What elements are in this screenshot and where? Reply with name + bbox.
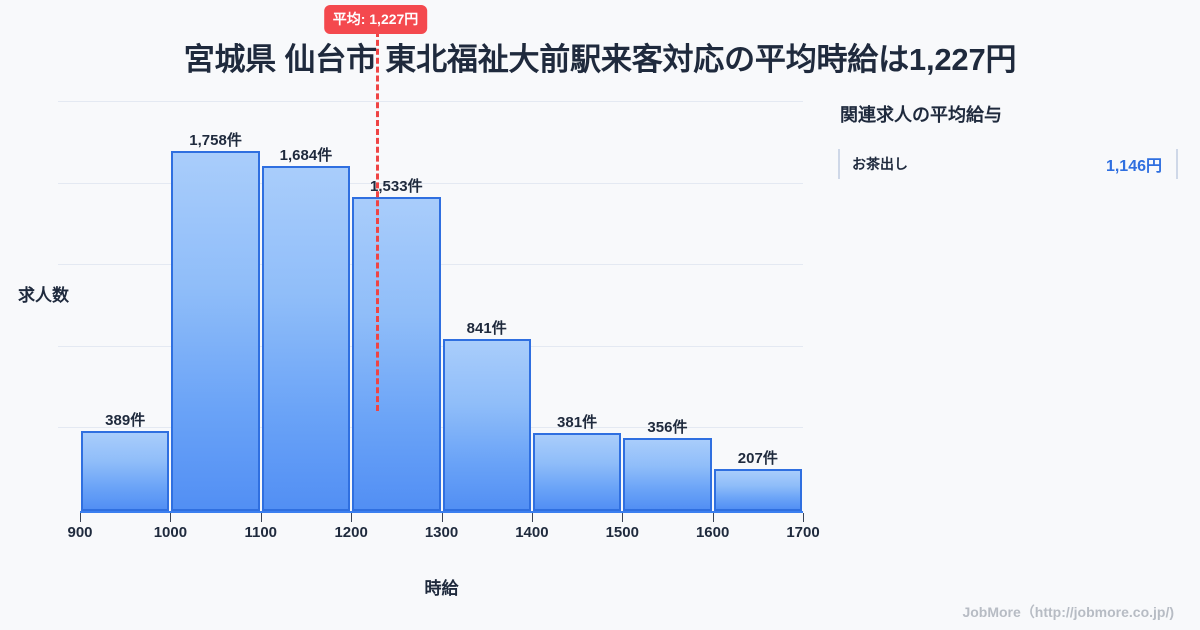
bar-value-label: 356件: [647, 419, 688, 437]
bar-value-label: 1,758件: [189, 131, 242, 149]
x-axis-tick-label: 1600: [695, 524, 730, 541]
bar: [623, 438, 712, 511]
bar: [261, 165, 351, 511]
x-axis-tick-label: 1000: [153, 524, 188, 541]
related-salary-list: お茶出し 1,146円: [838, 149, 1178, 179]
gridline-1: [58, 183, 803, 184]
x-axis-tick: [351, 513, 353, 522]
x-axis-tick-label: 1300: [424, 524, 459, 541]
x-axis-tick-label: 1200: [334, 524, 368, 541]
bar-value-label: 389件: [105, 412, 146, 430]
salary-row[interactable]: お茶出し 1,146円: [838, 149, 1178, 179]
x-axis-tick: [441, 513, 443, 522]
bar-value-label: 207件: [737, 449, 778, 467]
salary-row-name: お茶出し: [852, 156, 908, 172]
bar: [171, 150, 260, 511]
x-axis-tick: [260, 513, 262, 522]
x-axis-tick-label: 1700: [786, 524, 820, 541]
x-axis-tick-label: 1100: [244, 524, 278, 541]
x-axis-tick: [531, 513, 533, 522]
y-axis-title: 求人数: [18, 286, 69, 305]
x-axis-tick: [622, 513, 624, 522]
salary-row-value: 1,146円: [1105, 158, 1162, 175]
x-axis-title: 時給: [424, 579, 459, 598]
bar: [81, 431, 170, 511]
x-axis-tick: [170, 513, 172, 522]
gridline-0: [58, 101, 803, 102]
x-axis-tick: [80, 513, 81, 522]
bar-value-label: 1,684件: [279, 146, 333, 164]
x-axis-line: [80, 511, 803, 513]
related-salary-panel: 関連求人の平均給与 お茶出し 1,146円: [838, 101, 1178, 179]
x-axis-tick-label: 1400: [515, 524, 549, 541]
average-dashed-line: [375, 31, 379, 411]
average-badge: 平均: 1,227円: [323, 5, 428, 34]
x-axis-tick-label: 1500: [605, 524, 639, 541]
bar-value-label: 381件: [557, 413, 598, 431]
bar: [713, 468, 802, 511]
bars-layer: [80, 101, 803, 511]
related-salary-title: 関連求人の平均給与: [840, 105, 1002, 125]
x-axis-tick: [712, 513, 714, 522]
x-axis-tick-label: 900: [67, 524, 93, 541]
bar-value-label: 1,533件: [370, 177, 423, 195]
x-axis-tick: [803, 513, 804, 522]
bar-labels-layer: 389件 1,758件 1,684件 1,533件 841件 381件 356件 207件: [80, 101, 803, 511]
bar: [352, 196, 441, 511]
bar: [442, 338, 531, 511]
footer-watermark: JobMore（http://jobmore.co.jp/): [962, 604, 1174, 620]
bar-value-label: 841件: [466, 319, 507, 337]
page-title: 宮城県 仙台市 東北福祉大前駅来客対応の平均時給は1,227円: [183, 42, 1017, 77]
bar: [532, 432, 622, 511]
